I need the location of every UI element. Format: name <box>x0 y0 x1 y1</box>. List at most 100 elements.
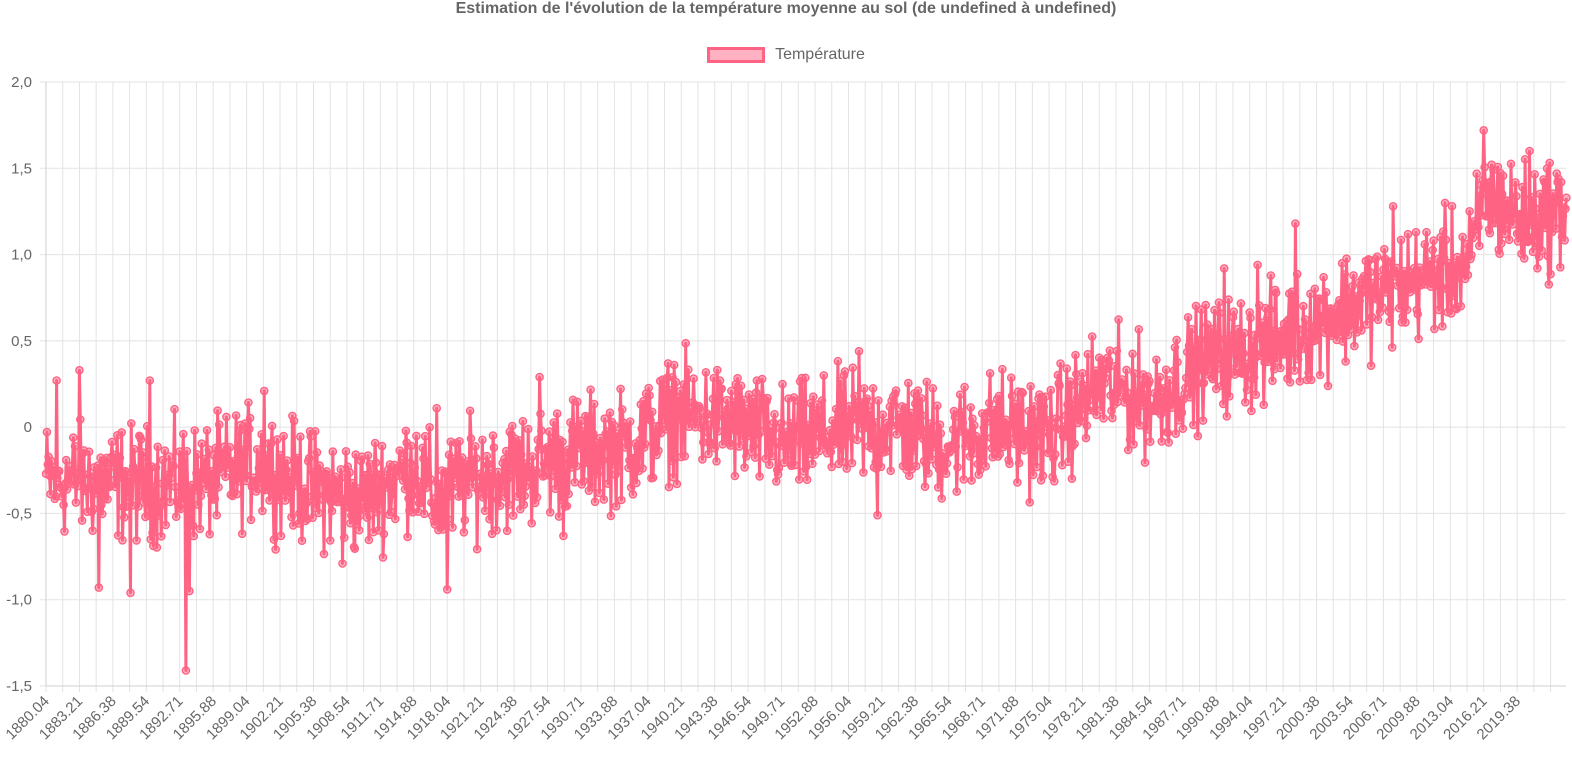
data-point[interactable] <box>1140 458 1150 467</box>
data-point[interactable] <box>543 442 552 452</box>
data-point[interactable] <box>1509 204 1518 214</box>
data-point[interactable] <box>585 418 595 428</box>
data-point[interactable] <box>886 466 896 476</box>
data-point[interactable] <box>1497 239 1506 248</box>
data-point[interactable] <box>1200 352 1210 362</box>
data-point[interactable] <box>964 439 974 449</box>
data-point[interactable] <box>312 448 322 457</box>
data-point[interactable] <box>558 437 567 447</box>
data-point[interactable] <box>271 545 280 554</box>
data-point[interactable] <box>695 404 705 413</box>
data-point[interactable] <box>1399 293 1408 303</box>
data-point[interactable] <box>746 427 756 437</box>
data-point[interactable] <box>1544 280 1554 289</box>
data-point[interactable] <box>1441 235 1451 245</box>
data-point[interactable] <box>942 459 952 468</box>
data-point[interactable] <box>504 500 514 510</box>
data-point[interactable] <box>1319 272 1328 282</box>
data-point[interactable] <box>313 490 323 500</box>
data-point[interactable] <box>120 513 129 522</box>
data-point[interactable] <box>57 492 67 501</box>
data-point[interactable] <box>1056 359 1065 368</box>
data-point[interactable] <box>478 435 487 445</box>
data-point[interactable] <box>338 559 347 568</box>
data-point[interactable] <box>341 446 351 456</box>
data-point[interactable] <box>603 427 612 437</box>
data-point[interactable] <box>176 504 185 514</box>
data-point[interactable] <box>1461 262 1471 272</box>
data-point[interactable] <box>830 419 840 428</box>
data-point[interactable] <box>715 376 725 385</box>
data-point[interactable] <box>671 377 681 387</box>
data-point[interactable] <box>1157 437 1166 446</box>
data-point[interactable] <box>516 450 526 459</box>
data-point[interactable] <box>1403 229 1413 239</box>
data-point[interactable] <box>197 439 206 448</box>
data-point[interactable] <box>1110 361 1120 371</box>
data-point[interactable] <box>1535 189 1545 199</box>
data-point[interactable] <box>134 502 143 511</box>
data-point[interactable] <box>613 466 623 475</box>
data-point[interactable] <box>178 457 187 467</box>
data-point[interactable] <box>1251 390 1261 400</box>
data-point[interactable] <box>136 435 146 444</box>
data-point[interactable] <box>1277 332 1287 342</box>
data-point[interactable] <box>252 444 262 454</box>
data-point[interactable] <box>966 403 976 412</box>
data-point[interactable] <box>175 447 184 456</box>
data-point[interactable] <box>1497 189 1507 199</box>
data-point[interactable] <box>460 515 470 525</box>
data-point[interactable] <box>740 463 749 472</box>
data-point[interactable] <box>196 491 206 501</box>
data-point[interactable] <box>69 433 78 442</box>
data-point[interactable] <box>1303 346 1312 355</box>
data-point[interactable] <box>151 463 161 472</box>
data-point[interactable] <box>1486 177 1496 186</box>
data-point[interactable] <box>539 459 549 468</box>
data-point[interactable] <box>895 410 904 420</box>
data-point[interactable] <box>1491 218 1501 228</box>
data-point[interactable] <box>520 491 530 501</box>
data-point[interactable] <box>1312 335 1321 345</box>
data-point[interactable] <box>1225 391 1234 401</box>
data-point[interactable] <box>1024 406 1034 416</box>
data-point[interactable] <box>1145 437 1155 447</box>
data-point[interactable] <box>1233 342 1242 351</box>
data-point[interactable] <box>310 426 320 436</box>
data-point[interactable] <box>273 495 283 505</box>
data-point[interactable] <box>545 507 555 517</box>
data-point[interactable] <box>1168 397 1178 406</box>
data-point[interactable] <box>269 535 279 544</box>
data-point[interactable] <box>231 411 241 420</box>
data-point[interactable] <box>455 436 464 446</box>
data-point[interactable] <box>874 396 883 405</box>
data-point[interactable] <box>328 447 338 456</box>
data-point[interactable] <box>793 421 802 431</box>
data-point[interactable] <box>924 468 933 478</box>
data-point[interactable] <box>1280 340 1290 350</box>
data-point[interactable] <box>790 460 800 470</box>
data-point[interactable] <box>616 384 625 394</box>
data-point[interactable] <box>918 434 928 444</box>
data-point[interactable] <box>1373 315 1383 325</box>
data-point[interactable] <box>1519 254 1529 263</box>
data-point[interactable] <box>386 507 396 517</box>
data-point[interactable] <box>257 429 266 439</box>
data-point[interactable] <box>911 461 921 471</box>
data-point[interactable] <box>354 525 364 535</box>
data-point[interactable] <box>564 489 573 499</box>
data-point[interactable] <box>778 379 787 389</box>
data-point[interactable] <box>677 407 687 417</box>
data-point[interactable] <box>1126 393 1136 403</box>
data-point[interactable] <box>986 433 996 443</box>
data-point[interactable] <box>1222 411 1232 421</box>
data-point[interactable] <box>1145 376 1154 386</box>
data-point[interactable] <box>253 484 263 494</box>
data-point[interactable] <box>698 455 707 464</box>
data-point[interactable] <box>1533 263 1542 273</box>
data-point[interactable] <box>84 447 94 457</box>
data-point[interactable] <box>262 451 272 461</box>
data-point[interactable] <box>582 458 592 468</box>
data-point[interactable] <box>170 482 180 492</box>
data-point[interactable] <box>827 462 837 472</box>
